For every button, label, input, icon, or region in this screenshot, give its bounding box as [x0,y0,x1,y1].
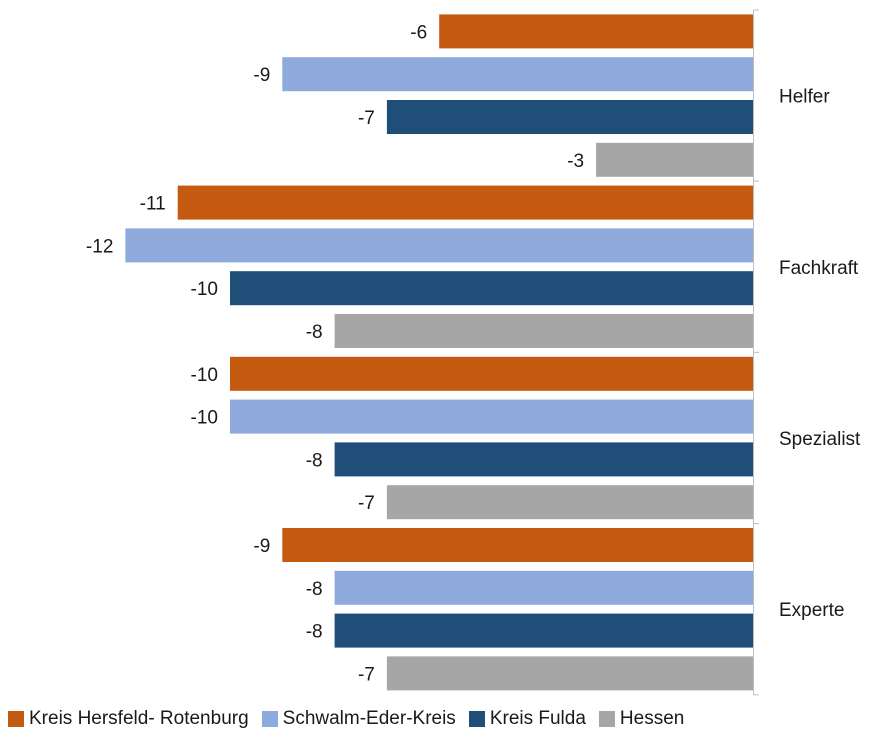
bar [386,656,753,691]
data-label: -10 [191,279,218,300]
data-label: -7 [358,664,375,685]
category-label: Helfer [779,87,830,108]
legend-swatch [8,711,24,727]
data-label: -9 [253,65,270,86]
bar [334,314,753,348]
bar [177,185,753,220]
data-label: -8 [306,622,323,643]
bar [386,485,753,520]
legend-label: Kreis Fulda [489,708,586,729]
data-label: -12 [86,236,113,257]
category-label: Fachkraft [779,258,859,279]
bar [230,399,753,434]
legend-label: Schwalm-Eder-Kreis [282,708,456,729]
data-label: -6 [410,22,427,43]
legend-item: Kreis Hersfeld- Rotenburg [8,708,249,730]
legend-label: Hessen [619,708,685,729]
bars-group [125,14,753,691]
category-label: Experte [779,600,844,621]
legend: Kreis Hersfeld- Rotenburg Schwalm-Eder-Kr… [8,707,697,731]
bar [386,100,753,134]
data-label: -8 [306,322,323,343]
data-label: -8 [306,450,323,471]
legend-label: Kreis Hersfeld- Rotenburg [29,708,249,729]
data-label: -3 [567,151,584,172]
bar [282,57,753,92]
bar [282,528,753,562]
legend-swatch [468,711,485,727]
legend-item: Kreis Fulda [468,708,586,730]
data-label: -7 [358,493,375,514]
bar-chart: -6 -9 -7 -3 -11 -12 -10 -8 -10 -10 -8 -7 -9 -8 -8 -7 He… [86,9,861,696]
category-axis: Helfer Fachkraft Spezialist Experte [753,9,861,696]
data-label: -11 [140,194,166,215]
legend-swatch [598,711,615,727]
bar [334,442,753,477]
bar [125,228,753,263]
bar [334,613,753,648]
legend-item: Hessen [598,708,685,730]
data-labels-group: -6 -9 -7 -3 -11 -12 -10 -8 -10 -10 -8 -7 -9 -8 -8 -7 [86,22,584,685]
bar [596,142,753,177]
data-label: -7 [358,108,375,129]
data-label: -10 [191,408,218,429]
bar [439,14,753,49]
bar [334,570,753,605]
data-label: -8 [306,579,323,600]
legend-swatch [261,711,278,727]
data-label: -10 [191,365,218,386]
bar [230,271,753,306]
data-label: -9 [253,536,270,557]
legend-item: Schwalm-Eder-Kreis [261,708,456,730]
bar [230,356,753,391]
category-label: Spezialist [779,429,861,450]
